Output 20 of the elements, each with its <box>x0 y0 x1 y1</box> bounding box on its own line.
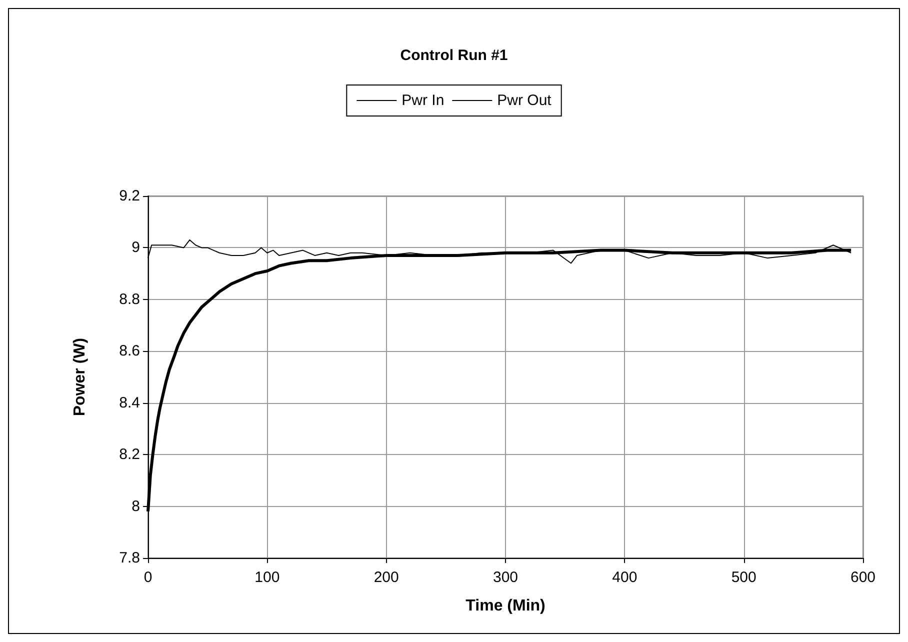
y-tick-label: 8.4 <box>119 394 140 412</box>
y-tick-label: 8.6 <box>119 342 140 360</box>
legend-label: Pwr In <box>402 92 444 109</box>
y-tick-label: 8.8 <box>119 290 140 308</box>
y-axis-title: Power (W) <box>72 338 88 416</box>
x-tick-label: 600 <box>850 569 876 586</box>
x-tick-label: 0 <box>144 569 152 586</box>
y-tick-label: 8 <box>132 498 140 515</box>
x-tick-label: 300 <box>492 569 518 586</box>
legend-label: Pwr Out <box>497 92 552 109</box>
chart-title: Control Run #1 <box>400 47 508 64</box>
x-tick-label: 200 <box>374 569 399 586</box>
y-tick-label: 7.8 <box>119 550 140 566</box>
y-tick-label: 9.2 <box>119 188 140 204</box>
x-axis-title: Time (Min) <box>466 598 546 614</box>
x-tick-label: 500 <box>731 569 756 586</box>
x-tick-label: 100 <box>254 569 280 586</box>
y-tick-label: 8.2 <box>119 446 140 464</box>
x-tick-label: 400 <box>612 569 638 586</box>
y-tick-label: 9 <box>132 239 140 256</box>
